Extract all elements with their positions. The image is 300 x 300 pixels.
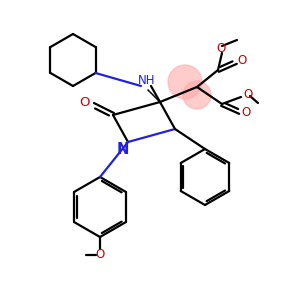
Text: O: O bbox=[216, 41, 226, 55]
Text: O: O bbox=[243, 88, 253, 100]
Text: NH: NH bbox=[138, 74, 156, 88]
Text: N: N bbox=[117, 142, 129, 158]
Text: O: O bbox=[80, 95, 90, 109]
Text: O: O bbox=[237, 55, 247, 68]
Circle shape bbox=[168, 65, 202, 99]
Circle shape bbox=[183, 81, 211, 109]
Text: O: O bbox=[242, 106, 250, 119]
Text: O: O bbox=[95, 248, 105, 262]
